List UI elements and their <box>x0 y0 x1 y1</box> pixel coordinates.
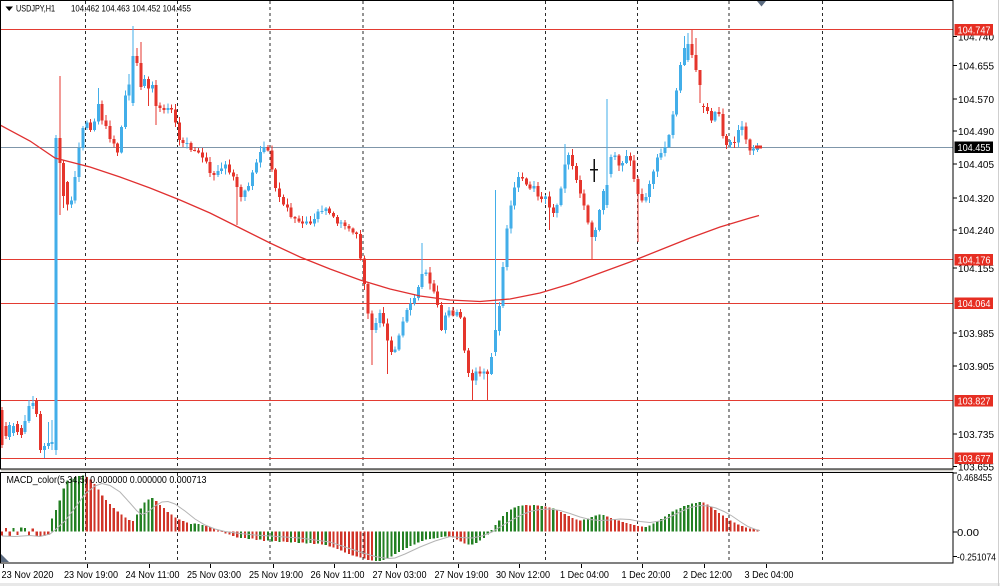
svg-text:1 Dec 04:00: 1 Dec 04:00 <box>560 570 609 581</box>
svg-text:25 Nov 03:00: 25 Nov 03:00 <box>187 570 241 581</box>
svg-text:-0.251074: -0.251074 <box>957 552 996 564</box>
svg-text:104.064: 104.064 <box>958 298 991 310</box>
svg-text:25 Nov 19:00: 25 Nov 19:00 <box>249 570 303 581</box>
svg-text:104.155: 104.155 <box>958 263 994 275</box>
svg-text:USDJPY,H1: USDJPY,H1 <box>16 4 55 15</box>
svg-text:0.00: 0.00 <box>957 527 979 539</box>
svg-text:103.985: 103.985 <box>958 328 994 340</box>
svg-text:30 Nov 12:00: 30 Nov 12:00 <box>496 570 550 581</box>
svg-text:27 Nov 19:00: 27 Nov 19:00 <box>435 570 489 581</box>
svg-text:104.320: 104.320 <box>958 193 994 205</box>
svg-text:104.455: 104.455 <box>958 142 991 154</box>
svg-text:26 Nov 11:00: 26 Nov 11:00 <box>311 570 365 581</box>
svg-text:104.176: 104.176 <box>958 255 991 267</box>
svg-text:23 Nov 19:00: 23 Nov 19:00 <box>64 570 118 581</box>
svg-text:2 Dec 12:00: 2 Dec 12:00 <box>683 570 732 581</box>
svg-text:24 Nov 11:00: 24 Nov 11:00 <box>126 570 180 581</box>
svg-text:104.405: 104.405 <box>958 159 994 171</box>
svg-text:104.490: 104.490 <box>958 126 994 138</box>
svg-text:104.655: 104.655 <box>958 61 994 73</box>
svg-text:1 Dec 20:00: 1 Dec 20:00 <box>622 570 671 581</box>
svg-text:27 Nov 03:00: 27 Nov 03:00 <box>373 570 427 581</box>
svg-text:MACD_color(5,34,5) 0.000000 0.: MACD_color(5,34,5) 0.000000 0.000000 0.0… <box>7 475 207 486</box>
svg-text:104.570: 104.570 <box>958 94 994 106</box>
svg-text:104.462 104.463 104.452 104.45: 104.462 104.463 104.452 104.455 <box>71 4 191 15</box>
svg-text:103.735: 103.735 <box>958 429 994 441</box>
svg-text:104.240: 104.240 <box>958 225 994 237</box>
svg-text:103.677: 103.677 <box>958 453 991 465</box>
svg-text:3 Dec 04:00: 3 Dec 04:00 <box>745 570 794 581</box>
svg-text:104.747: 104.747 <box>958 25 991 37</box>
svg-text:103.655: 103.655 <box>958 462 994 474</box>
svg-text:103.827: 103.827 <box>958 396 991 408</box>
svg-text:23 Nov 2020: 23 Nov 2020 <box>2 570 54 581</box>
svg-text:0.468455: 0.468455 <box>957 472 992 484</box>
svg-text:103.905: 103.905 <box>958 361 994 373</box>
